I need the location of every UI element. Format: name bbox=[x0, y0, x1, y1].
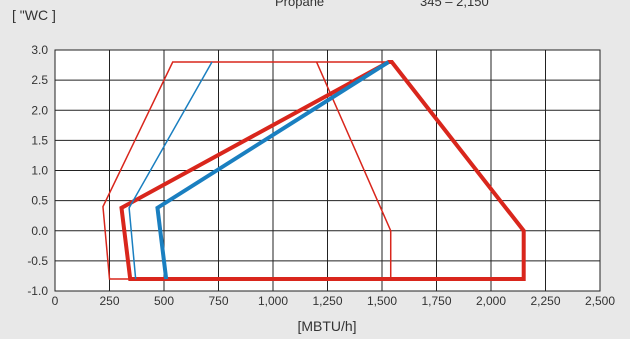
y-tick-labels: -1.0 -0.5 0.0 0.5 1.0 1.5 2.0 2.5 3.0 bbox=[27, 43, 48, 298]
x-tick-label: 1,750 bbox=[421, 294, 451, 308]
x-axis-label: [MBTU/h] bbox=[297, 318, 356, 334]
y-tick-label: 2.5 bbox=[31, 73, 48, 87]
series-line-4 bbox=[128, 61, 213, 280]
x-tick-label: 750 bbox=[208, 294, 228, 308]
series-line-3 bbox=[315, 61, 392, 279]
legend-value: 345 – 2,150 bbox=[420, 0, 489, 9]
x-tick-label: 2,250 bbox=[530, 294, 560, 308]
x-tick-label: 500 bbox=[154, 294, 174, 308]
y-tick-label: 3.0 bbox=[31, 43, 48, 57]
y-tick-label: 0.5 bbox=[31, 194, 48, 208]
x-tick-label: 1,500 bbox=[367, 294, 397, 308]
y-tick-label: 2.0 bbox=[31, 103, 48, 117]
series-group bbox=[102, 60, 526, 281]
x-tick-label: 1,250 bbox=[312, 294, 342, 308]
plot-frame bbox=[54, 49, 601, 292]
legend-label: Propane bbox=[275, 0, 324, 9]
x-tick-label: 1,000 bbox=[258, 294, 288, 308]
y-tick-label: -1.0 bbox=[27, 284, 48, 298]
y-tick-label: 0.0 bbox=[31, 224, 48, 238]
x-tick-label: 2,000 bbox=[476, 294, 506, 308]
y-tick-label: 1.5 bbox=[31, 133, 48, 147]
series-line-5 bbox=[155, 60, 390, 280]
x-tick-labels: 0 250 500 750 1,000 1,250 1,500 1,750 2,000 2,250… bbox=[52, 294, 616, 308]
x-tick-label: 0 bbox=[52, 294, 59, 308]
y-axis-label: [ "WC ] bbox=[12, 7, 56, 23]
y-tick-label: 1.0 bbox=[31, 164, 48, 178]
series-line-2 bbox=[119, 60, 526, 281]
x-tick-label: 250 bbox=[99, 294, 119, 308]
y-tick-label: -0.5 bbox=[27, 254, 48, 268]
x-tick-label: 2,500 bbox=[585, 294, 615, 308]
